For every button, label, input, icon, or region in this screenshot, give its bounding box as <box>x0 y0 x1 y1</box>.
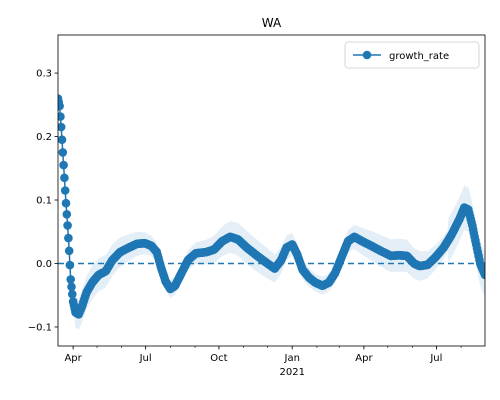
legend-marker-swatch <box>362 50 372 60</box>
data-point <box>480 270 485 280</box>
data-point <box>61 198 71 208</box>
data-point <box>65 260 75 270</box>
data-point <box>58 135 67 144</box>
data-point <box>63 221 72 230</box>
plot-area <box>58 94 485 330</box>
y-tick-label: 0.0 <box>36 259 52 270</box>
y-tick-label: 0.1 <box>36 196 52 207</box>
axes: −0.1 0.0 0.1 0.2 0.3 Apr Jul Oct Jan Apr Jul 2021 <box>28 34 486 378</box>
legend-label: growth_rate <box>389 51 449 62</box>
y-tick-label: 0.2 <box>36 132 52 143</box>
data-point <box>64 246 74 256</box>
data-point <box>66 275 75 284</box>
data-point <box>64 233 73 243</box>
legend-box <box>344 41 480 69</box>
data-point <box>60 173 69 183</box>
y-tick-label: −0.1 <box>28 322 52 333</box>
data-point <box>67 282 76 292</box>
x-tick-label: Oct <box>210 353 227 364</box>
data-point <box>58 148 68 157</box>
x-tick-label: Jul <box>139 353 152 364</box>
data-point <box>60 186 70 195</box>
data-point <box>58 101 64 111</box>
x-tick-label: Apr <box>64 353 82 364</box>
x-tick-label: Jan <box>284 353 300 364</box>
y-tick-label: 0.3 <box>36 69 52 80</box>
x-tick-label: Apr <box>355 353 373 364</box>
data-point <box>59 160 68 170</box>
data-point <box>58 112 65 121</box>
data-point <box>68 289 77 299</box>
data-point <box>62 210 72 219</box>
axes-frame <box>57 34 486 347</box>
chart-title: WA <box>262 16 282 30</box>
data-point <box>58 122 66 132</box>
x-tick-label: Jul <box>429 353 442 364</box>
legend: growth_rate <box>344 41 480 69</box>
x-year-label: 2021 <box>279 367 304 378</box>
plot-inner <box>58 94 485 330</box>
